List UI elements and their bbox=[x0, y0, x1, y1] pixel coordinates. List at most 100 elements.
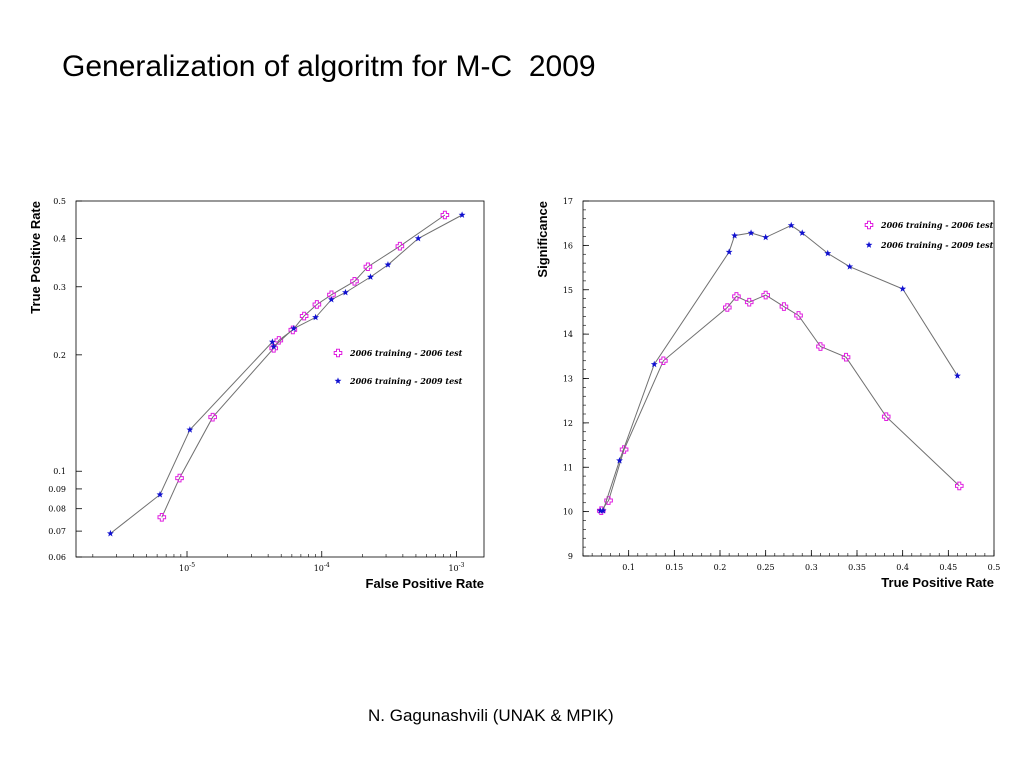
plot-frame bbox=[582, 200, 995, 557]
data-point bbox=[157, 513, 167, 522]
y-axis-title: True Positive Rate bbox=[28, 201, 43, 314]
x-tick-label: 0.45 bbox=[939, 563, 957, 572]
data-point bbox=[290, 324, 298, 332]
legend-marker bbox=[865, 241, 873, 248]
data-point bbox=[208, 412, 217, 422]
data-point bbox=[650, 360, 658, 368]
y-tick-label: 17 bbox=[563, 197, 573, 206]
x-tick-label: 0.3 bbox=[805, 563, 818, 572]
data-point bbox=[954, 372, 961, 379]
data-point bbox=[328, 295, 335, 303]
x-tick-label: 10-3 bbox=[448, 562, 464, 573]
data-point bbox=[798, 229, 806, 236]
legend-marker bbox=[334, 377, 342, 384]
data-point bbox=[440, 210, 450, 220]
data-point bbox=[841, 352, 851, 362]
data-point bbox=[274, 336, 284, 345]
y-tick-label: 0.4 bbox=[53, 234, 66, 243]
data-point bbox=[846, 263, 854, 270]
data-point bbox=[599, 507, 607, 514]
x-tick-label: 0.4 bbox=[896, 563, 909, 572]
data-point bbox=[616, 456, 623, 464]
data-point bbox=[604, 496, 613, 505]
data-point bbox=[414, 234, 422, 242]
y-tick-label: 13 bbox=[563, 375, 573, 384]
data-point bbox=[268, 338, 276, 345]
data-point bbox=[156, 491, 164, 498]
slide-title: Generalization of algoritm for M-C 2009 bbox=[62, 50, 596, 83]
data-point bbox=[881, 412, 891, 421]
x-tick-label: 10-5 bbox=[179, 562, 195, 573]
x-axis-title: True Positive Rate bbox=[881, 575, 994, 590]
x-tick-label: 0.25 bbox=[757, 563, 775, 572]
y-tick-label: 0.07 bbox=[48, 527, 66, 536]
data-point bbox=[732, 292, 741, 301]
x-tick-label: 0.1 bbox=[622, 563, 635, 572]
legend-label: 2006 training - 2009 test bbox=[349, 376, 463, 386]
slide-footer: N. Gagunashvili (UNAK & MPIK) bbox=[368, 706, 614, 725]
series-line bbox=[600, 294, 960, 511]
data-point bbox=[787, 221, 795, 229]
series-2006-training-2009-test bbox=[106, 211, 466, 537]
data-point bbox=[954, 481, 964, 491]
data-point bbox=[384, 261, 392, 268]
x-tick-label: 0.35 bbox=[848, 563, 866, 572]
data-point bbox=[761, 290, 770, 300]
data-point bbox=[824, 249, 832, 257]
series-line bbox=[600, 224, 958, 512]
x-tick-label: 0.5 bbox=[988, 563, 1001, 572]
series-2006-training-2009-test bbox=[596, 221, 961, 514]
x-axis-title: False Positive Rate bbox=[366, 576, 485, 591]
y-axis-title: Significance bbox=[535, 201, 550, 278]
legend-label: 2006 training - 2006 test bbox=[880, 220, 994, 230]
y-tick-label: 0.08 bbox=[48, 505, 66, 514]
data-point bbox=[367, 273, 374, 280]
data-point bbox=[175, 473, 184, 483]
series-line bbox=[110, 214, 463, 534]
data-point bbox=[744, 297, 754, 307]
series-2006-training-2006-test bbox=[596, 290, 964, 516]
y-tick-label: 12 bbox=[563, 419, 573, 428]
data-point bbox=[725, 248, 733, 255]
y-tick-label: 16 bbox=[563, 241, 573, 250]
y-tick-label: 9 bbox=[568, 552, 573, 561]
legend-label: 2006 training - 2009 test bbox=[880, 240, 994, 250]
data-point bbox=[312, 313, 320, 321]
data-point bbox=[350, 276, 359, 286]
y-tick-label: 10 bbox=[563, 508, 573, 517]
legend-label: 2006 training - 2006 test bbox=[349, 348, 463, 358]
y-tick-label: 15 bbox=[563, 286, 573, 295]
y-tick-label: 11 bbox=[563, 463, 573, 472]
data-point bbox=[312, 300, 322, 309]
y-tick-label: 0.5 bbox=[53, 197, 66, 206]
data-point bbox=[186, 426, 194, 433]
series-2006-training-2006-test bbox=[157, 210, 450, 522]
data-point bbox=[106, 529, 114, 537]
data-point bbox=[395, 241, 405, 251]
y-tick-label: 0.1 bbox=[53, 467, 66, 476]
data-point bbox=[270, 343, 278, 350]
data-point bbox=[723, 303, 732, 312]
tpr-vs-fpr-chart: 10-5 10-4 10-3 0.06 0.07 0.08 0.09 0.1 0.2 0.3 0.4… bbox=[28, 197, 485, 591]
data-point bbox=[342, 288, 349, 296]
data-point bbox=[816, 342, 825, 351]
data-point bbox=[659, 356, 668, 366]
x-tick-label: 0.2 bbox=[714, 563, 727, 572]
y-tick-label: 0.09 bbox=[48, 485, 66, 494]
y-tick-label: 0.2 bbox=[53, 351, 66, 360]
data-point bbox=[299, 311, 309, 321]
data-point bbox=[458, 211, 466, 218]
data-point bbox=[779, 302, 789, 311]
data-point bbox=[596, 507, 604, 514]
legend-marker bbox=[333, 348, 343, 358]
x-tick-label: 10-4 bbox=[314, 562, 330, 573]
legend-marker bbox=[864, 220, 874, 230]
y-tick-label: 0.3 bbox=[53, 283, 66, 292]
x-tick-label: 0.15 bbox=[665, 563, 683, 572]
data-point bbox=[899, 285, 907, 292]
plot-frame bbox=[75, 200, 485, 558]
data-point bbox=[794, 311, 803, 320]
data-point bbox=[619, 445, 629, 454]
y-tick-label: 0.06 bbox=[48, 553, 66, 562]
data-point bbox=[731, 232, 739, 239]
